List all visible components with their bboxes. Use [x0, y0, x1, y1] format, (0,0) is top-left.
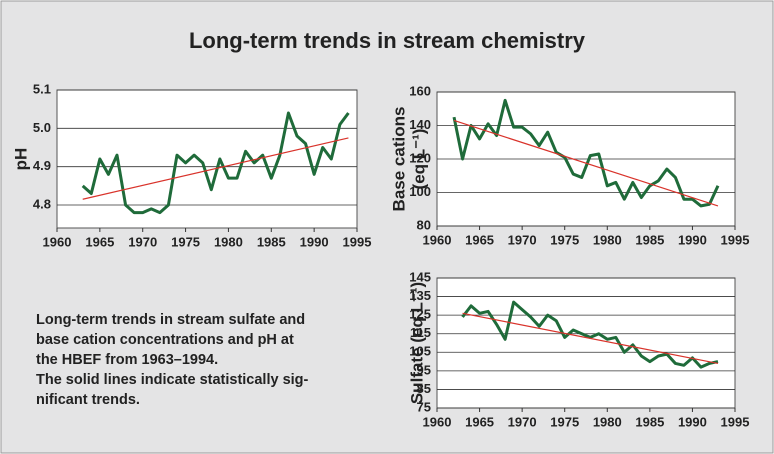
x-tick-label: 1990: [678, 414, 707, 429]
y-tick-label: 120: [409, 150, 431, 165]
data-line: [81, 111, 350, 215]
x-tick-label: 1965: [465, 232, 494, 247]
y-tick-label: 125: [409, 307, 431, 322]
data-line: [461, 300, 719, 369]
y-axis-label: pH: [11, 148, 30, 171]
y-tick-label: 145: [409, 269, 431, 284]
caption-line: The solid lines indicate statistically s…: [36, 372, 309, 388]
x-tick-label: 1990: [678, 232, 707, 247]
x-tick-label: 1970: [508, 414, 537, 429]
x-tick-label: 1960: [43, 234, 72, 249]
y-tick-label: 135: [409, 288, 431, 303]
x-tick-label: 1975: [171, 234, 200, 249]
y-tick-label: 4.9: [33, 158, 51, 173]
x-tick-label: 1970: [128, 234, 157, 249]
caption-line: the HBEF from 1963–1994.: [36, 352, 218, 368]
y-tick-label: 4.8: [33, 196, 51, 211]
y-tick-label: 100: [409, 184, 431, 199]
y-tick-label: 5.1: [33, 81, 51, 96]
x-tick-label: 1960: [423, 232, 452, 247]
plot-area: [56, 89, 358, 229]
x-tick-label: 1990: [300, 234, 329, 249]
y-axis-label: Sulfate (eq L⁻¹): [407, 282, 426, 404]
caption-line: Long-term trends in stream sulfate and: [36, 312, 305, 328]
plot-area: [436, 277, 736, 409]
caption-line: nificant trends.: [36, 392, 140, 408]
trend-line: [462, 312, 719, 365]
y-tick-label: 95: [417, 362, 431, 377]
y-tick-label: 140: [409, 117, 431, 132]
x-tick-label: 1960: [423, 414, 452, 429]
x-tick-label: 1975: [550, 232, 579, 247]
y-tick-label: 80: [417, 217, 431, 232]
y-tick-label: 115: [410, 325, 431, 340]
trend-line: [453, 119, 719, 207]
y-axis-label: Base cations: [389, 107, 408, 212]
y-tick-label: 5.0: [33, 120, 51, 135]
x-tick-label: 1965: [85, 234, 114, 249]
y-axis-label: (eq L⁻¹): [409, 129, 428, 190]
caption-line: base cation concentrations and pH at: [36, 332, 294, 348]
trend-line: [82, 137, 349, 200]
x-tick-label: 1995: [721, 232, 750, 247]
x-tick-label: 1985: [635, 414, 664, 429]
x-tick-label: 1970: [508, 232, 537, 247]
y-tick-label: 75: [417, 399, 431, 414]
figure-title: Long-term trends in stream chemistry: [189, 28, 586, 53]
x-tick-label: 1975: [550, 414, 579, 429]
data-line: [452, 98, 720, 208]
x-tick-label: 1980: [214, 234, 243, 249]
x-tick-label: 1980: [593, 232, 622, 247]
x-tick-label: 1965: [465, 414, 494, 429]
y-tick-label: 105: [409, 344, 431, 359]
x-tick-label: 1985: [635, 232, 664, 247]
x-tick-label: 1995: [721, 414, 750, 429]
y-tick-label: 160: [409, 83, 431, 98]
x-tick-label: 1995: [343, 234, 372, 249]
x-tick-label: 1980: [593, 414, 622, 429]
x-tick-label: 1985: [257, 234, 286, 249]
y-tick-label: 85: [417, 381, 431, 396]
